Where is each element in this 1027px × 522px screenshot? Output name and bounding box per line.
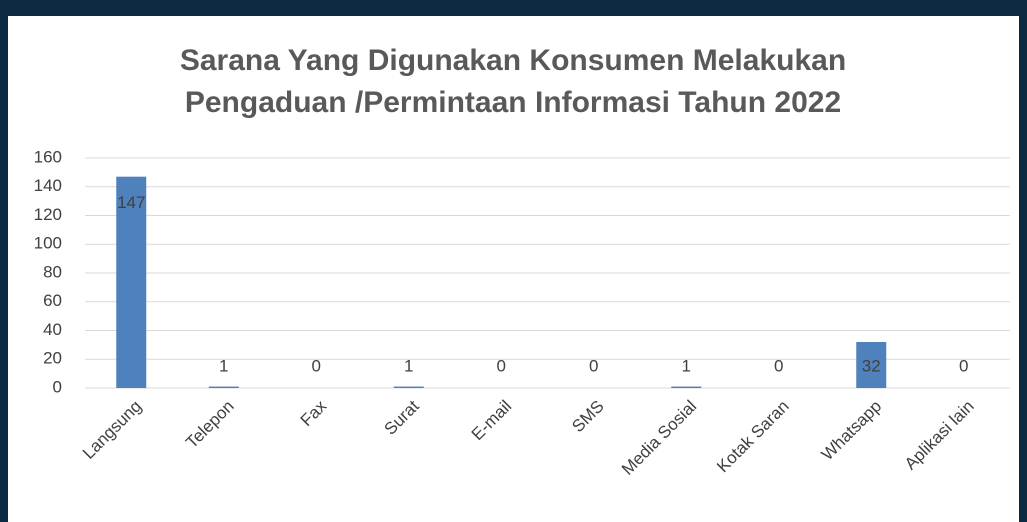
chart-panel: [8, 16, 1019, 522]
y-tick-label: 40: [43, 320, 62, 339]
chart-title: Sarana Yang Digunakan Konsumen Melakukan: [180, 44, 846, 77]
data-label: 0: [589, 356, 598, 375]
data-label: 1: [219, 356, 228, 375]
data-label: 0: [959, 356, 968, 375]
data-label: 147: [117, 193, 145, 212]
bar: [856, 342, 887, 388]
data-label: 0: [312, 356, 321, 375]
y-tick-label: 20: [43, 349, 62, 368]
bar: [208, 386, 239, 388]
bar: [393, 386, 424, 388]
bar: [116, 176, 147, 388]
y-tick-label: 140: [34, 176, 62, 195]
y-tick-label: 60: [43, 291, 62, 310]
y-tick-label: 100: [34, 234, 62, 253]
data-label: 1: [404, 356, 413, 375]
y-tick-label: 120: [34, 205, 62, 224]
data-label: 32: [862, 356, 881, 375]
data-label: 1: [682, 356, 691, 375]
data-label: 0: [497, 356, 506, 375]
bar: [671, 386, 702, 388]
data-label: 0: [774, 356, 783, 375]
chart-title: Pengaduan /Permintaan Informasi Tahun 20…: [185, 86, 841, 119]
y-tick-label: 0: [53, 377, 62, 396]
y-tick-label: 160: [34, 147, 62, 166]
y-tick-label: 80: [43, 262, 62, 281]
